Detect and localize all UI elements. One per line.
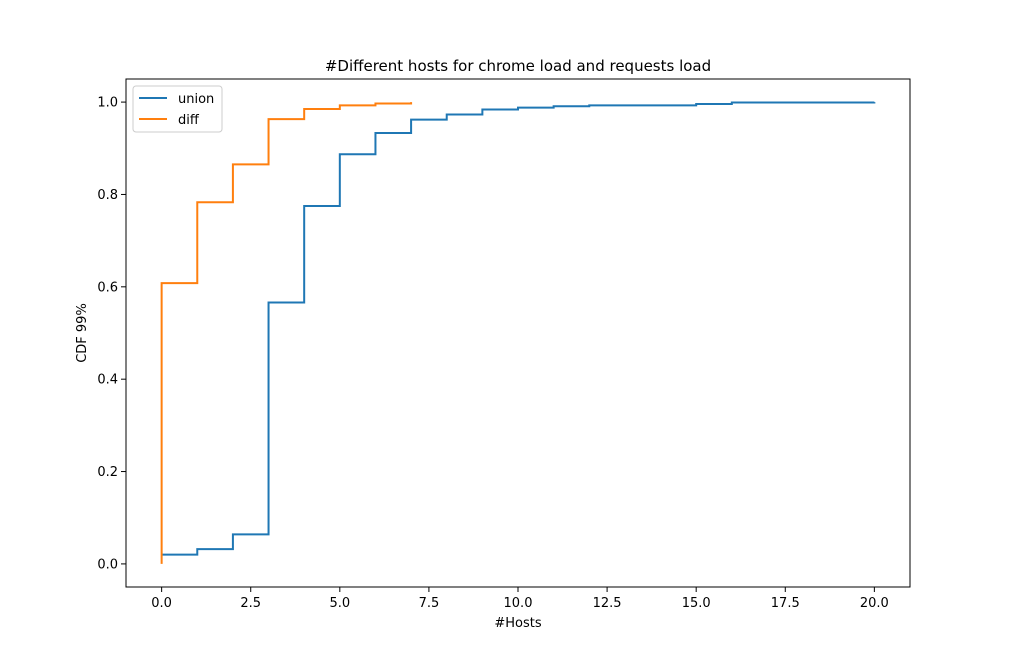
x-axis-title: #Hosts — [494, 616, 541, 631]
y-tick-label: 0.4 — [97, 373, 118, 388]
x-axis: 0.0 2.5 5.0 7.5 10.0 12.5 15.0 17.5 20.0 — [151, 587, 889, 611]
y-axis-title: CDF 99% — [75, 303, 90, 363]
x-tick-label: 5.0 — [329, 596, 350, 611]
x-tick-label: 20.0 — [860, 596, 889, 611]
x-tick-label: 2.5 — [240, 596, 261, 611]
x-tick-label: 10.0 — [504, 596, 533, 611]
y-tick-label: 0.2 — [97, 465, 118, 480]
y-tick-label: 0.0 — [97, 557, 118, 572]
y-axis: 0.0 0.2 0.4 0.6 0.8 1.0 — [97, 96, 126, 572]
chart-title: #Different hosts for chrome load and req… — [325, 57, 711, 75]
x-tick-label: 12.5 — [593, 596, 622, 611]
y-tick-label: 1.0 — [97, 96, 118, 111]
series-line-union — [161, 101, 876, 556]
legend: union diff — [132, 85, 223, 133]
y-tick-label: 0.6 — [97, 280, 118, 295]
series-line-diff — [160, 102, 413, 564]
x-tick-label: 0.0 — [151, 596, 172, 611]
legend-label-diff: diff — [178, 113, 200, 128]
x-tick-label: 7.5 — [419, 596, 440, 611]
legend-label-union: union — [178, 92, 214, 107]
series-lines — [160, 101, 876, 564]
x-tick-label: 17.5 — [771, 596, 800, 611]
y-tick-label: 0.8 — [97, 188, 118, 203]
plot-area — [125, 78, 911, 588]
x-tick-label: 15.0 — [682, 596, 711, 611]
